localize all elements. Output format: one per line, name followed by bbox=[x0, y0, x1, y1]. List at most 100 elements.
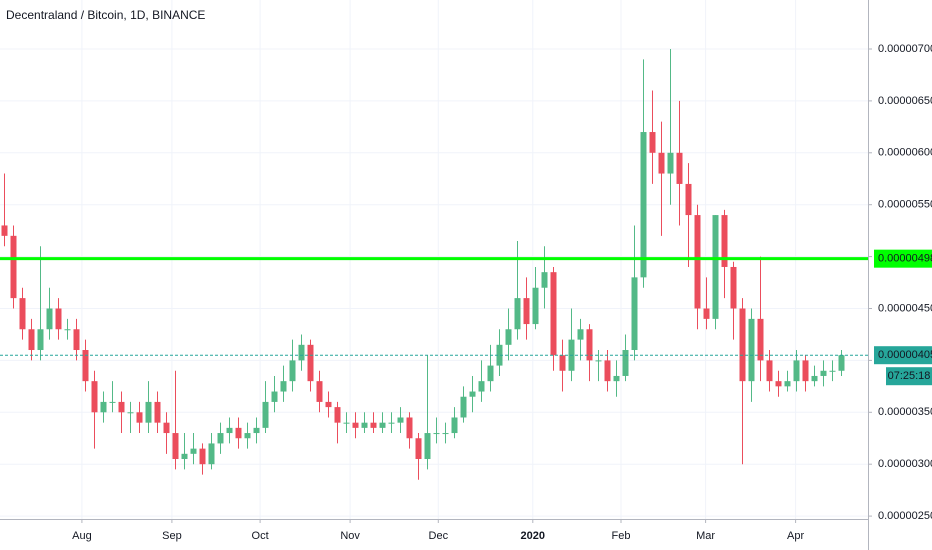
y-tick-label: 0.00000600 bbox=[878, 147, 932, 159]
candle-body bbox=[757, 318, 764, 361]
candle-body bbox=[361, 422, 368, 428]
candle-body bbox=[10, 235, 17, 299]
candle-body bbox=[460, 396, 467, 418]
candle-body bbox=[676, 152, 683, 184]
x-tick-label: Apr bbox=[787, 530, 804, 542]
candle-body bbox=[226, 427, 233, 434]
candle-body bbox=[514, 298, 521, 330]
candle-body bbox=[505, 329, 512, 345]
candle-body bbox=[730, 266, 737, 309]
candle-body bbox=[667, 152, 674, 174]
candle-body bbox=[82, 350, 89, 382]
candle-body bbox=[838, 355, 845, 371]
y-tick-label: 0.00000550 bbox=[878, 199, 932, 211]
candle-body bbox=[640, 132, 647, 278]
candle-body bbox=[190, 448, 197, 454]
candle-body bbox=[154, 401, 161, 423]
candle-body bbox=[451, 417, 458, 434]
candle-body bbox=[370, 422, 377, 428]
candle-body bbox=[91, 381, 98, 413]
candle-body bbox=[478, 381, 485, 392]
candle-body bbox=[622, 350, 629, 376]
candle-body bbox=[298, 344, 305, 361]
y-tick-label: 0.00000250 bbox=[878, 510, 932, 522]
candle-body bbox=[208, 443, 215, 465]
countdown-box bbox=[886, 367, 932, 386]
candle-body bbox=[604, 360, 611, 382]
candle-body bbox=[613, 375, 620, 382]
candle-body bbox=[235, 427, 242, 439]
candle-body bbox=[523, 298, 530, 325]
candle-body bbox=[433, 433, 440, 435]
candle-body bbox=[64, 329, 71, 331]
candle-body bbox=[253, 427, 260, 434]
candle-body bbox=[172, 433, 179, 460]
candle-body bbox=[100, 401, 107, 413]
candle-body bbox=[793, 360, 800, 382]
candle-body bbox=[550, 272, 557, 356]
candle-body bbox=[559, 355, 566, 371]
x-tick-label: Feb bbox=[612, 530, 631, 542]
candle-body bbox=[577, 329, 584, 340]
candle-body bbox=[343, 422, 350, 424]
candle-body bbox=[586, 329, 593, 361]
candle-body bbox=[775, 381, 782, 387]
candle-body bbox=[163, 422, 170, 434]
candle-body bbox=[379, 422, 386, 428]
candle-body bbox=[703, 308, 710, 319]
candle-body bbox=[595, 360, 602, 362]
candle-body bbox=[811, 375, 818, 382]
price-label-box bbox=[874, 249, 932, 268]
candle-body bbox=[541, 272, 548, 288]
candle-body bbox=[469, 391, 476, 397]
candle-body bbox=[28, 329, 35, 351]
candle-body bbox=[424, 433, 431, 460]
candle-body bbox=[271, 391, 278, 402]
candle-body bbox=[127, 412, 134, 414]
candle-body bbox=[1, 225, 8, 236]
candle-body bbox=[415, 438, 422, 460]
candle-body bbox=[820, 370, 827, 376]
x-tick-label: Oct bbox=[252, 530, 269, 542]
candle-body bbox=[712, 215, 719, 319]
candle-body bbox=[181, 453, 188, 460]
candle-body bbox=[748, 318, 755, 382]
price-label: 0.00000498 bbox=[878, 253, 932, 265]
candle-body bbox=[145, 401, 152, 423]
candle-body bbox=[496, 344, 503, 366]
candle-body bbox=[37, 329, 44, 351]
x-tick-label: Dec bbox=[429, 530, 449, 542]
candle-body bbox=[388, 422, 395, 424]
y-tick-label: 0.00000300 bbox=[878, 458, 932, 470]
candle-body bbox=[442, 433, 449, 435]
candle-body bbox=[784, 381, 791, 387]
candle-body bbox=[46, 308, 53, 330]
candle-body bbox=[487, 365, 494, 382]
candle-body bbox=[829, 370, 836, 372]
candle-body bbox=[721, 215, 728, 267]
y-tick-label: 0.00000350 bbox=[878, 406, 932, 418]
candle-body bbox=[19, 298, 26, 330]
candle-body bbox=[136, 412, 143, 423]
candle-body bbox=[307, 344, 314, 382]
candle-body bbox=[397, 417, 404, 423]
candle-body bbox=[532, 287, 539, 325]
candle-body bbox=[649, 132, 656, 153]
candle-body bbox=[118, 401, 125, 413]
candle-body bbox=[262, 401, 269, 428]
y-tick-label: 0.00000700 bbox=[878, 43, 932, 55]
candle-body bbox=[244, 433, 251, 439]
price-label: 0.00000405 bbox=[878, 349, 932, 361]
x-tick-label: Mar bbox=[696, 530, 715, 542]
candle-body bbox=[109, 401, 116, 403]
candle-body bbox=[694, 215, 701, 309]
x-tick-label: 2020 bbox=[521, 530, 545, 542]
candle-body bbox=[739, 308, 746, 382]
candle-body bbox=[289, 360, 296, 382]
candle-body bbox=[685, 183, 692, 216]
candle-body bbox=[73, 329, 80, 351]
chart-title: Decentraland / Bitcoin, 1D, BINANCE bbox=[6, 8, 205, 22]
price-label-box bbox=[874, 346, 932, 365]
